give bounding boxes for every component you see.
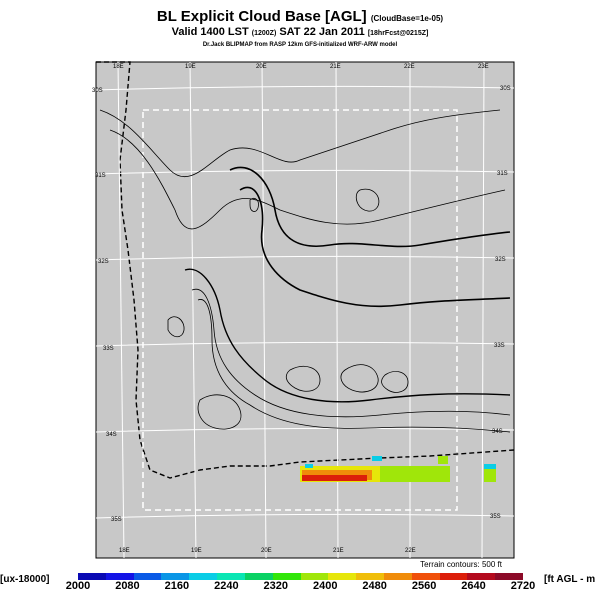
lat-label: 33S <box>494 343 505 349</box>
color-bar-segment <box>78 573 106 580</box>
color-bar-segment <box>161 573 190 580</box>
terrain-note: Terrain contours: 500 ft <box>420 560 502 569</box>
color-bar-tick-label: 2000 <box>65 580 91 592</box>
domain-box <box>142 109 458 511</box>
color-bar <box>78 573 523 580</box>
map-subtitle: Valid 1400 LST (1200Z) SAT 22 Jan 2011 [… <box>171 26 429 38</box>
lon-labels-bottom: 18E 19E 20E 21E 22E <box>119 548 416 554</box>
color-bar-segment <box>383 573 412 580</box>
lat-labels-right: 30S 31S 32S 33S 34S 35S <box>490 86 511 520</box>
lon-label: 19E <box>185 64 196 70</box>
lat-label: 33S <box>103 346 114 352</box>
lon-label: 18E <box>113 64 124 70</box>
lat-label: 35S <box>111 517 122 523</box>
color-bar-ticks: 2000 2080 2160 2240 2320 2400 2480 2560 2640 2720 <box>66 580 535 600</box>
color-bar-segment <box>217 573 245 580</box>
legend-units-label: [ft AGL - m <box>544 574 596 585</box>
model-credit: Dr.Jack BLIPMAP from RASP 12km GFS-initi… <box>202 42 398 48</box>
color-bar-segment <box>272 573 301 580</box>
coastline <box>96 61 515 479</box>
color-bar-segment <box>495 573 523 580</box>
color-bar-tick-label: 2560 <box>411 580 437 592</box>
lat-labels-left: 30S 31S 32S 33S 34S 35S <box>92 88 122 523</box>
color-bar-tick-label: 2640 <box>461 580 486 592</box>
lat-label: 32S <box>98 259 109 265</box>
lat-label: 30S <box>92 88 103 94</box>
lat-label: 31S <box>497 171 508 177</box>
lon-label: 18E <box>119 548 130 554</box>
cloud-base-field <box>300 456 496 482</box>
lon-label: 22E <box>405 548 416 554</box>
color-bar-tick-label: 2160 <box>164 580 190 592</box>
lat-label: 32S <box>495 257 506 263</box>
color-bar-segment <box>439 573 468 580</box>
lon-label: 21E <box>330 64 341 70</box>
lon-label: 19E <box>191 548 202 554</box>
color-bar-segment <box>133 573 162 580</box>
lat-label: 31S <box>95 173 106 179</box>
lon-label: 20E <box>261 548 272 554</box>
color-bar-segment <box>467 573 496 580</box>
lat-label: 34S <box>106 432 117 438</box>
color-bar-tick-label: 2720 <box>510 580 536 592</box>
color-bar-tick-label: 2480 <box>362 580 387 592</box>
color-bar-tick-label: 2400 <box>312 580 338 592</box>
color-bar-segment <box>328 573 357 580</box>
color-bar-segment <box>105 573 134 580</box>
lat-label: 34S <box>492 429 503 435</box>
color-bar-segment <box>244 573 273 580</box>
lat-label: 30S <box>500 86 511 92</box>
color-bar-segment <box>300 573 329 580</box>
lon-label: 20E <box>256 64 267 70</box>
lat-label: 35S <box>490 514 501 520</box>
terrain-contours <box>99 109 511 433</box>
lon-label: 22E <box>404 64 415 70</box>
lon-label: 21E <box>333 548 344 554</box>
lon-labels-top: 18E 19E 20E 21E 22E 23E <box>113 64 489 70</box>
lon-label: 23E <box>478 64 489 70</box>
color-bar-segment <box>189 573 218 580</box>
map-title: BL Explicit Cloud Base [AGL] (CloudBase=… <box>156 8 444 25</box>
color-bar-tick-label: 2320 <box>263 580 289 592</box>
legend-left-label: [ux-18000] <box>0 574 50 585</box>
color-bar-tick-label: 2080 <box>115 580 140 592</box>
color-bar-tick-label: 2240 <box>214 580 239 592</box>
color-bar-segment <box>356 573 384 580</box>
map-frame <box>95 61 515 559</box>
color-bar-segment <box>411 573 440 580</box>
